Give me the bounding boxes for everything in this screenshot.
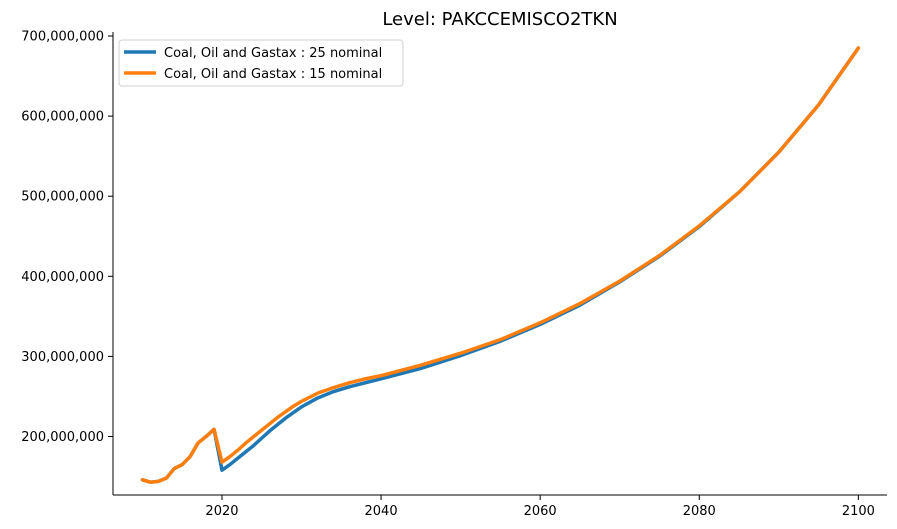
x-tick-label: 2020 bbox=[205, 504, 238, 519]
y-tick-label: 300,000,000 bbox=[21, 350, 104, 365]
series-line-1 bbox=[140, 46, 861, 484]
y-tick-label: 700,000,000 bbox=[21, 30, 104, 45]
y-tick-label: 600,000,000 bbox=[21, 110, 104, 125]
plot-lines bbox=[140, 46, 861, 484]
axes: 2020 2040 2060 2080 2100 200,000,000 300,000,0… bbox=[21, 30, 887, 519]
chart-title: Level: PAKCCEMISCO2TKN bbox=[382, 9, 617, 30]
x-tick-label: 2060 bbox=[524, 504, 557, 519]
series-line-2 bbox=[140, 46, 861, 484]
x-tick-label: 2040 bbox=[365, 504, 398, 519]
y-tick-label: 500,000,000 bbox=[21, 190, 104, 205]
legend-label: Coal, Oil and Gastax : 15 nominal bbox=[164, 67, 382, 82]
y-tick-label: 400,000,000 bbox=[21, 270, 104, 285]
legend-label: Coal, Oil and Gastax : 25 nominal bbox=[164, 46, 382, 61]
x-tick-label: 2100 bbox=[842, 504, 875, 519]
y-tick-label: 200,000,000 bbox=[21, 430, 104, 445]
legend: Coal, Oil and Gastax : 25 nominal Coal, O… bbox=[118, 39, 404, 87]
legend-frame bbox=[118, 39, 404, 87]
x-tick-label: 2080 bbox=[683, 504, 716, 519]
